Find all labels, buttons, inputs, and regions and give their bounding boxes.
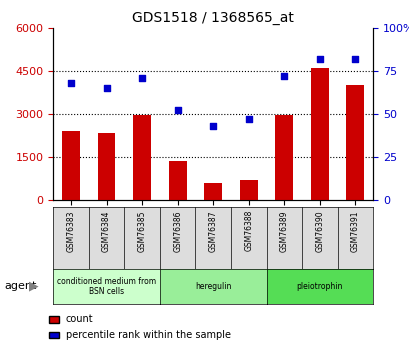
Point bbox=[103, 85, 110, 91]
Bar bbox=[204, 183, 222, 200]
Point bbox=[209, 123, 216, 129]
Bar bbox=[239, 180, 257, 200]
Point bbox=[316, 56, 322, 61]
Bar bbox=[62, 131, 80, 200]
Text: GSM76383: GSM76383 bbox=[66, 210, 75, 252]
Title: GDS1518 / 1368565_at: GDS1518 / 1368565_at bbox=[132, 11, 293, 25]
Point bbox=[67, 80, 74, 86]
Point bbox=[351, 56, 358, 61]
Bar bbox=[169, 161, 186, 200]
Bar bbox=[275, 115, 292, 200]
Bar bbox=[97, 132, 115, 200]
Text: heregulin: heregulin bbox=[195, 282, 231, 291]
Bar bbox=[133, 115, 151, 200]
Text: count: count bbox=[65, 314, 93, 324]
Text: agent: agent bbox=[4, 282, 36, 291]
Text: ▶: ▶ bbox=[29, 280, 38, 293]
Text: GSM76386: GSM76386 bbox=[173, 210, 182, 252]
Text: GSM76385: GSM76385 bbox=[137, 210, 146, 252]
Point bbox=[139, 75, 145, 80]
Bar bbox=[346, 85, 363, 200]
Text: GSM76390: GSM76390 bbox=[315, 210, 324, 252]
Bar bbox=[310, 68, 328, 200]
Text: pleiotrophin: pleiotrophin bbox=[296, 282, 342, 291]
Text: GSM76391: GSM76391 bbox=[350, 210, 359, 252]
Point bbox=[174, 108, 180, 113]
Point bbox=[280, 73, 287, 79]
Text: GSM76384: GSM76384 bbox=[102, 210, 111, 252]
Text: percentile rank within the sample: percentile rank within the sample bbox=[65, 330, 230, 339]
Text: GSM76387: GSM76387 bbox=[208, 210, 217, 252]
Text: GSM76388: GSM76388 bbox=[244, 210, 253, 252]
Point bbox=[245, 116, 252, 122]
Text: GSM76389: GSM76389 bbox=[279, 210, 288, 252]
Text: conditioned medium from
BSN cells: conditioned medium from BSN cells bbox=[57, 277, 156, 296]
